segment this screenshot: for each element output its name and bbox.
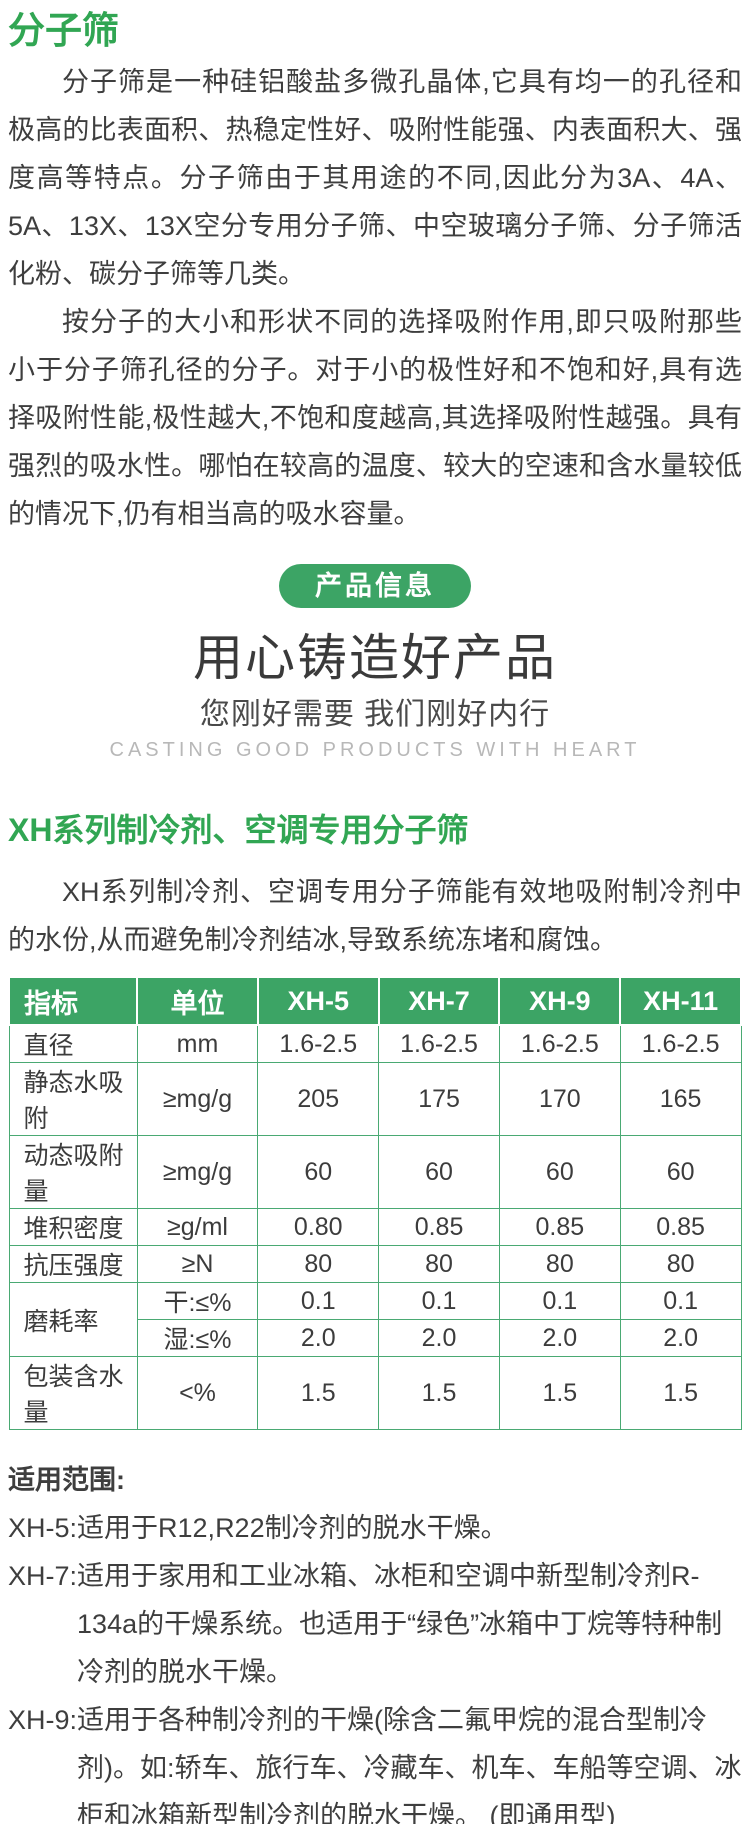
scope-item-text: 适用于R12,R22制冷剂的脱水干燥。 bbox=[77, 1513, 508, 1543]
spec-cell: 0.1 bbox=[257, 1282, 380, 1320]
spec-cell: 0.1 bbox=[498, 1282, 621, 1320]
spec-cell: 60 bbox=[498, 1135, 621, 1209]
spec-table-row: 堆积密度 ≥g/ml 0.80 0.85 0.85 0.85 bbox=[8, 1208, 742, 1246]
spec-table: 指标 单位 XH-5 XH-7 XH-9 XH-11 直径 mm 1.6-2.5 1.6-2.5… bbox=[7, 976, 742, 1430]
intro-paragraph: 按分子的大小和形状不同的选择吸附作用,即只吸附那些小于分子筛孔径的分子。对于小的… bbox=[8, 307, 742, 529]
spec-cell: ≥g/ml bbox=[136, 1208, 259, 1246]
page-content: 分子筛 分子筛是一种硅铝酸盐多微孔晶体,它具有均一的孔径和极高的比表面积、热稳定… bbox=[0, 8, 750, 1824]
scope-item: XH-7: 适用于家用和工业冰箱、冰柜和空调中新型制冷剂R-134a的干燥系统。也… bbox=[8, 1552, 742, 1696]
series-paragraph: XH系列制冷剂、空调专用分子筛能有效地吸附制冷剂中的水份,从而避免制冷剂结冰,导… bbox=[8, 877, 742, 955]
spec-table-row: 磨耗率 干:≤% 0.1 0.1 0.1 0.1 bbox=[8, 1282, 742, 1357]
spec-cell: 175 bbox=[378, 1062, 500, 1136]
spec-cell: 170 bbox=[498, 1062, 621, 1136]
spec-cell: <% bbox=[136, 1356, 259, 1430]
hero-banner: 用心铸造好产品 您刚好需要 我们刚好内行 CASTING GOOD PRODUC… bbox=[8, 628, 742, 764]
spec-column-header: 单位 bbox=[136, 976, 259, 1026]
spec-cell: 60 bbox=[378, 1135, 500, 1209]
spec-cell: 1.6-2.5 bbox=[257, 1024, 380, 1063]
spec-cell: 2.0 bbox=[378, 1319, 500, 1357]
spec-cell: 干:≤% bbox=[136, 1282, 259, 1320]
scope-item-label: XH-7: bbox=[8, 1561, 78, 1591]
scope-item-label: XH-9: bbox=[8, 1705, 78, 1735]
spec-cell: 165 bbox=[619, 1062, 742, 1136]
spec-table-body: 直径 mm 1.6-2.5 1.6-2.5 1.6-2.5 1.6-2.5 静态水吸附 ≥mg… bbox=[8, 1024, 742, 1430]
spec-cell: 2.0 bbox=[498, 1319, 621, 1357]
scope-list: XH-5: 适用于R12,R22制冷剂的脱水干燥。 XH-7: 适用于家用和工业冰箱、… bbox=[8, 1504, 742, 1824]
spec-table-row: 直径 mm 1.6-2.5 1.6-2.5 1.6-2.5 1.6-2.5 bbox=[8, 1024, 742, 1063]
spec-table-head: 指标 单位 XH-5 XH-7 XH-9 XH-11 bbox=[7, 976, 742, 1026]
spec-table-header-row: 指标 单位 XH-5 XH-7 XH-9 XH-11 bbox=[7, 976, 742, 1026]
scope-item: XH-9: 适用于各种制冷剂的干燥(除含二氟甲烷的混合型制冷剂)。如:轿车、旅行车… bbox=[8, 1696, 742, 1824]
spec-cell: 0.80 bbox=[257, 1208, 380, 1246]
spec-cell: 60 bbox=[619, 1135, 742, 1209]
product-info-badge[interactable]: 产品信息 bbox=[279, 564, 471, 608]
spec-cell: 1.6-2.5 bbox=[498, 1024, 621, 1063]
spec-cell: 1.5 bbox=[378, 1356, 500, 1430]
spec-table-row: 动态吸附量 ≥mg/g 60 60 60 60 bbox=[8, 1135, 742, 1209]
spec-cell: mm bbox=[136, 1024, 259, 1063]
spec-cell: 静态水吸附 bbox=[8, 1062, 138, 1136]
spec-cell: 1.5 bbox=[498, 1356, 621, 1430]
spec-cell: 1.6-2.5 bbox=[378, 1024, 500, 1063]
spec-table-row: 包装含水量 <% 1.5 1.5 1.5 1.5 bbox=[8, 1356, 742, 1430]
spec-cell: 0.85 bbox=[378, 1208, 500, 1246]
spec-cell: 0.85 bbox=[619, 1208, 742, 1246]
hero-title: 用心铸造好产品 bbox=[193, 630, 557, 686]
spec-cell: ≥mg/g bbox=[136, 1135, 259, 1209]
spec-cell: 包装含水量 bbox=[8, 1356, 138, 1430]
intro-paragraphs: 分子筛是一种硅铝酸盐多微孔晶体,它具有均一的孔径和极高的比表面积、热稳定性好、吸… bbox=[8, 58, 742, 538]
spec-cell: 抗压强度 bbox=[8, 1245, 138, 1283]
spec-cell: 205 bbox=[257, 1062, 380, 1136]
spec-table-row: 静态水吸附 ≥mg/g 205 175 170 165 bbox=[8, 1062, 742, 1136]
spec-cell: 动态吸附量 bbox=[8, 1135, 138, 1209]
scope-heading: 适用范围: bbox=[8, 1465, 125, 1495]
spec-column-header: XH-11 bbox=[619, 976, 742, 1026]
scope-item-label: XH-5: bbox=[8, 1513, 78, 1543]
spec-cell: 80 bbox=[498, 1245, 621, 1283]
badge-container: 产品信息 bbox=[8, 564, 742, 608]
scope-item-text: 适用于各种制冷剂的干燥(除含二氟甲烷的混合型制冷剂)。如:轿车、旅行车、冷藏车、… bbox=[77, 1705, 742, 1824]
spec-cell: 80 bbox=[378, 1245, 500, 1283]
spec-column-header: XH-7 bbox=[377, 976, 501, 1026]
spec-cell: 80 bbox=[257, 1245, 380, 1283]
spec-column-header: 指标 bbox=[7, 976, 139, 1026]
spec-cell: 2.0 bbox=[619, 1319, 742, 1357]
spec-cell: ≥mg/g bbox=[136, 1062, 259, 1136]
application-scope: 适用范围: XH-5: 适用于R12,R22制冷剂的脱水干燥。 XH-7: 适用于家用… bbox=[8, 1456, 742, 1824]
spec-cell: 磨耗率 bbox=[8, 1282, 138, 1357]
scope-item: XH-5: 适用于R12,R22制冷剂的脱水干燥。 bbox=[8, 1504, 742, 1552]
scope-item-text: 适用于家用和工业冰箱、冰柜和空调中新型制冷剂R-134a的干燥系统。也适用于“绿… bbox=[77, 1561, 723, 1687]
spec-column-header: XH-5 bbox=[256, 976, 380, 1026]
spec-cell: 0.1 bbox=[619, 1282, 742, 1320]
intro-paragraph: 分子筛是一种硅铝酸盐多微孔晶体,它具有均一的孔径和极高的比表面积、热稳定性好、吸… bbox=[8, 67, 742, 289]
spec-cell: 堆积密度 bbox=[8, 1208, 138, 1246]
spec-cell: 1.5 bbox=[619, 1356, 742, 1430]
spec-cell: 0.1 bbox=[378, 1282, 500, 1320]
spec-cell: 1.5 bbox=[257, 1356, 380, 1430]
spec-table-row: 抗压强度 ≥N 80 80 80 80 bbox=[8, 1245, 742, 1283]
spec-cell: 2.0 bbox=[257, 1319, 380, 1357]
spec-cell: 80 bbox=[619, 1245, 742, 1283]
page-title: 分子筛 bbox=[8, 10, 119, 51]
series-section-title: XH系列制冷剂、空调专用分子筛 bbox=[8, 812, 469, 848]
spec-cell: ≥N bbox=[136, 1245, 259, 1283]
spec-cell: 1.6-2.5 bbox=[619, 1024, 742, 1063]
hero-tagline-english: CASTING GOOD PRODUCTS WITH HEART bbox=[109, 739, 641, 761]
spec-column-header: XH-9 bbox=[498, 976, 622, 1026]
hero-subtitle: 您刚好需要 我们刚好内行 bbox=[199, 698, 551, 731]
spec-cell: 湿:≤% bbox=[136, 1319, 259, 1357]
spec-cell: 60 bbox=[257, 1135, 380, 1209]
spec-cell: 0.85 bbox=[498, 1208, 621, 1246]
spec-cell: 直径 bbox=[8, 1024, 138, 1063]
